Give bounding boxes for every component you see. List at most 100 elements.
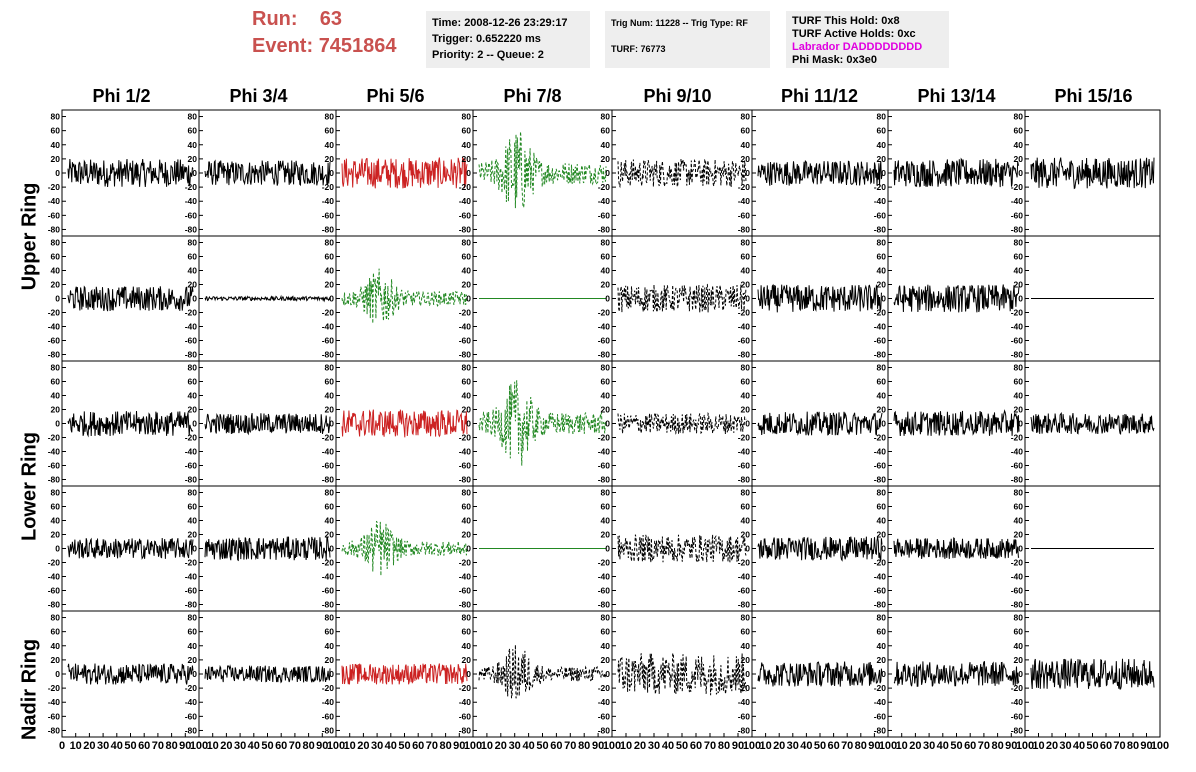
y-tick-label: -40 <box>322 322 335 332</box>
y-tick-label: 0 <box>1018 544 1023 554</box>
y-tick-label: -20 <box>874 182 887 192</box>
y-tick-label: 20 <box>325 405 335 415</box>
y-tick-label: -20 <box>1011 308 1024 318</box>
y-tick-label: -80 <box>48 350 61 360</box>
y-tick-label: -20 <box>322 182 335 192</box>
y-tick-label: 20 <box>462 405 472 415</box>
panel-r1-c6: 80 60 40 20 0 -20 -40 -60 -80 <box>874 235 1026 362</box>
y-tick-label: -20 <box>459 683 472 693</box>
y-tick-label: 80 <box>741 238 751 248</box>
waveform-trace <box>67 158 194 188</box>
x-tick-label: 0 <box>59 740 65 752</box>
y-tick-label: 60 <box>741 627 751 637</box>
y-tick-label: 40 <box>601 391 611 401</box>
y-tick-label: 40 <box>601 641 611 651</box>
y-tick-label: 40 <box>325 140 335 150</box>
y-tick-label: 40 <box>741 140 751 150</box>
y-tick-label: 0 <box>55 419 60 429</box>
y-tick-label: 0 <box>192 544 197 554</box>
panel-r4-c5: 80 60 40 20 0 -20 -40 -60 -80 <box>738 610 889 738</box>
y-tick-label: 40 <box>741 516 751 526</box>
y-tick-label: 0 <box>55 544 60 554</box>
y-tick-label: -40 <box>185 322 198 332</box>
x-tick-label: 90 <box>732 740 744 752</box>
y-tick-label: -80 <box>48 224 61 234</box>
y-tick-label: 0 <box>1018 168 1023 178</box>
y-tick-label: -80 <box>185 600 198 610</box>
y-tick-label: -20 <box>322 683 335 693</box>
y-tick-label: -80 <box>322 725 335 735</box>
y-tick-label: 80 <box>188 363 198 373</box>
y-tick-label: -20 <box>598 558 611 568</box>
y-tick-label: 60 <box>188 502 198 512</box>
y-tick-label: 40 <box>188 266 198 276</box>
x-tick-label: 30 <box>509 740 521 752</box>
phi-mask-text: Phi Mask: 0x3e0 <box>792 54 877 66</box>
labrador-text: Labrador DADDDDDDDD <box>792 41 923 53</box>
waveform-trace <box>67 537 194 560</box>
y-tick-label: -40 <box>322 572 335 582</box>
y-tick-label: -20 <box>1011 182 1024 192</box>
waveform-trace <box>757 536 883 562</box>
y-tick-label: -20 <box>738 182 751 192</box>
y-tick-label: 40 <box>188 641 198 651</box>
y-tick-label: 0 <box>466 294 471 304</box>
y-tick-label: -60 <box>459 711 472 721</box>
y-tick-label: 20 <box>877 154 887 164</box>
y-tick-label: 40 <box>51 140 61 150</box>
y-tick-label: -60 <box>459 336 472 346</box>
y-tick-label: -20 <box>185 558 198 568</box>
y-tick-label: -20 <box>48 558 61 568</box>
x-tick-label: 60 <box>690 740 702 752</box>
waveform-trace <box>478 644 607 699</box>
waveform-trace <box>617 534 747 563</box>
y-tick-label: -60 <box>874 210 887 220</box>
waveform-trace <box>617 652 747 696</box>
y-tick-label: 80 <box>601 363 611 373</box>
panel-r0-c5: 80 60 40 20 0 -20 -40 -60 -80 <box>738 109 889 237</box>
y-tick-label: 80 <box>601 613 611 623</box>
y-tick-label: 0 <box>881 419 886 429</box>
y-tick-label: -80 <box>1011 725 1024 735</box>
priority-text: Priority: 2 -- Queue: 2 <box>432 49 544 61</box>
column-header-phi-13-14: Phi 13/14 <box>917 86 996 106</box>
y-tick-label: 60 <box>601 126 611 136</box>
y-tick-label: 60 <box>462 126 472 136</box>
x-tick-label: 50 <box>398 740 410 752</box>
y-tick-label: 20 <box>741 154 751 164</box>
y-tick-label: -40 <box>738 196 751 206</box>
x-tick-label: 40 <box>248 740 260 752</box>
y-tick-label: 0 <box>329 544 334 554</box>
y-tick-label: -60 <box>874 711 887 721</box>
panel-r3-c7: 80 60 40 20 0 -20 -40 -60 -80 <box>1011 485 1161 612</box>
y-tick-label: -20 <box>185 683 198 693</box>
y-tick-label: 20 <box>51 405 61 415</box>
x-tick-label: 40 <box>800 740 812 752</box>
x-tick-label: 100 <box>464 740 482 752</box>
y-tick-label: -20 <box>322 433 335 443</box>
y-tick-label: -40 <box>185 447 198 457</box>
y-tick-label: 40 <box>601 266 611 276</box>
y-tick-label: 60 <box>741 126 751 136</box>
panel-r4-c4: 80 60 40 20 0 -20 -40 -60 -80 <box>598 610 753 738</box>
panel-r2-c0: 80 60 40 20 0 -20 -40 -60 -80 <box>48 360 200 487</box>
x-tick-label: 40 <box>111 740 123 752</box>
x-tick-label: 90 <box>1140 740 1152 752</box>
y-tick-label: 20 <box>1014 530 1024 540</box>
y-tick-label: -60 <box>738 711 751 721</box>
waveform-trace <box>478 131 607 209</box>
y-tick-label: 0 <box>466 544 471 554</box>
y-tick-label: -80 <box>322 600 335 610</box>
y-tick-label: -40 <box>738 572 751 582</box>
event-row: Event: 7451864 <box>252 33 397 60</box>
y-tick-label: -20 <box>459 433 472 443</box>
y-tick-label: -40 <box>322 697 335 707</box>
y-tick-label: 20 <box>188 530 198 540</box>
x-tick-label: 40 <box>522 740 534 752</box>
x-tick-label: 30 <box>97 740 109 752</box>
y-tick-label: 80 <box>1014 112 1024 122</box>
y-tick-label: -60 <box>1011 210 1024 220</box>
y-tick-label: 60 <box>51 377 61 387</box>
y-tick-label: -80 <box>459 350 472 360</box>
